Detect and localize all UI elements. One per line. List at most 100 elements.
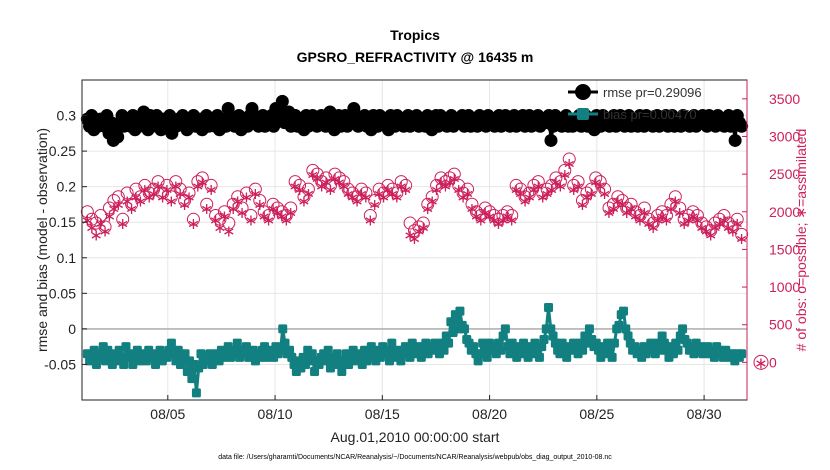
obs-possible-marker <box>226 197 240 211</box>
bias-marker <box>103 345 113 355</box>
rmse-marker <box>728 133 742 147</box>
obs-assimilated-marker: ∗ <box>492 214 505 233</box>
bias-marker <box>91 359 101 369</box>
obs-possible-marker <box>315 175 329 189</box>
bias-marker <box>278 324 288 334</box>
obs-assimilated-marker: ∗ <box>514 184 527 203</box>
y2-tick-label: 2500 <box>769 166 800 182</box>
bias-marker <box>441 331 451 341</box>
obs-assimilated-marker: ∗ <box>536 188 549 207</box>
y-tick-label: 0 <box>68 321 76 337</box>
y-tick-label: 0.15 <box>49 214 76 230</box>
obs-assimilated-marker: ∗ <box>403 225 416 244</box>
bias-marker <box>366 342 376 352</box>
obs-possible-marker <box>483 205 497 219</box>
y-tick-label: -0.05 <box>44 356 76 372</box>
obs-assimilated-marker: ∗ <box>523 188 536 207</box>
obs-assimilated-marker: ∗ <box>532 176 545 195</box>
obs-assimilated-marker: ∗ <box>452 180 465 199</box>
obs-possible-marker <box>337 175 351 189</box>
x-tick-label: 08/05 <box>150 406 185 422</box>
legend-marker-bias <box>577 108 589 120</box>
obs-possible-marker <box>558 163 572 177</box>
bias-marker <box>344 359 354 369</box>
obs-assimilated-marker: ∗ <box>620 203 633 222</box>
obs-possible-marker <box>584 182 598 196</box>
obs-possible-marker <box>160 178 174 192</box>
obs-assimilated-marker: ∗ <box>271 203 284 222</box>
y2-tick-label: 1500 <box>769 241 800 257</box>
obs-assimilated-marker: ∗ <box>280 210 293 229</box>
bias-marker <box>609 338 619 348</box>
y2-tick-label: 0 <box>769 354 777 370</box>
obs-assimilated-marker: ∗ <box>580 188 593 207</box>
obs-assimilated-marker: ∗ <box>85 218 98 237</box>
bias-marker <box>255 352 265 362</box>
x-tick-label: 08/25 <box>579 406 614 422</box>
series-obs-assimilated: ∗∗∗∗∗∗∗∗∗∗∗∗∗∗∗∗∗∗∗∗∗∗∗∗∗∗∗∗∗∗∗∗∗∗∗∗∗∗∗∗… <box>81 154 749 248</box>
obs-assimilated-marker: ∗ <box>386 184 399 203</box>
obs-possible-marker <box>111 190 125 204</box>
obs-assimilated-marker: ∗ <box>116 214 129 233</box>
legend-marker-rmse <box>575 84 591 100</box>
obs-possible-marker <box>505 209 519 223</box>
obs-assimilated-marker: ∗ <box>540 184 553 203</box>
obs-possible-marker <box>279 209 293 223</box>
obs-assimilated-marker: ∗ <box>700 222 713 241</box>
obs-assimilated-marker: ∗ <box>173 184 186 203</box>
rmse-marker <box>111 130 125 144</box>
y-tick-label: 0.05 <box>49 285 76 301</box>
obs-assimilated-marker: ∗ <box>439 176 452 195</box>
obs-possible-marker <box>553 175 567 189</box>
obs-assimilated-marker: ∗ <box>571 176 584 195</box>
obs-assimilated-marker: ∗ <box>470 207 483 226</box>
bias-marker <box>546 324 556 334</box>
obs-possible-marker <box>611 190 625 204</box>
bias-marker <box>530 338 540 348</box>
obs-assimilated-marker: ∗ <box>244 210 257 229</box>
bias-marker <box>444 338 454 348</box>
obs-possible-marker <box>213 212 227 226</box>
bias-marker <box>507 338 517 348</box>
obs-possible-marker <box>580 186 594 200</box>
bias-marker <box>605 345 615 355</box>
obs-possible-marker <box>107 193 121 207</box>
obs-possible-marker <box>726 220 740 234</box>
obs-assimilated-marker: ∗ <box>147 184 160 203</box>
obs-assimilated-marker: ∗ <box>660 210 673 229</box>
obs-assimilated-marker: ∗ <box>691 210 704 229</box>
obs-assimilated-marker: ∗ <box>81 210 94 229</box>
obs-assimilated-marker: ∗ <box>686 207 699 226</box>
obs-assimilated-marker: ∗ <box>651 210 664 229</box>
bias-marker <box>191 388 201 398</box>
obs-assimilated-marker: ∗ <box>328 169 341 188</box>
obs-assimilated-marker: ∗ <box>518 191 531 210</box>
obs-assimilated-marker: ∗ <box>151 176 164 195</box>
bias-marker <box>439 345 449 355</box>
obs-possible-marker <box>381 178 395 192</box>
obs-assimilated-marker: ∗ <box>425 191 438 210</box>
obs-possible-marker <box>293 178 307 192</box>
obs-assimilated-marker: ∗ <box>209 210 222 229</box>
obs-possible-marker <box>240 186 254 200</box>
obs-assimilated-marker: ∗ <box>341 184 354 203</box>
bias-marker <box>298 352 308 362</box>
obs-assimilated-marker: ∗ <box>306 165 319 184</box>
obs-assimilated-marker: ∗ <box>558 165 571 184</box>
obs-assimilated-marker: ∗ <box>602 203 615 222</box>
bias-marker <box>87 352 97 362</box>
obs-possible-marker <box>575 193 589 207</box>
obs-possible-marker <box>469 205 483 219</box>
obs-assimilated-marker: ∗ <box>182 188 195 207</box>
obs-assimilated-marker: ∗ <box>94 214 107 233</box>
obs-assimilated-marker: ∗ <box>593 176 606 195</box>
obs-assimilated-marker: ∗ <box>319 173 332 192</box>
obs-possible-marker <box>147 182 161 196</box>
bias-marker <box>121 342 131 352</box>
obs-possible-marker <box>288 175 302 189</box>
y-tick-label: 0.25 <box>49 143 76 159</box>
bias-marker <box>437 338 447 348</box>
obs-assimilated-marker: ∗ <box>204 180 217 199</box>
bias-marker <box>659 338 669 348</box>
obs-possible-marker <box>438 175 452 189</box>
